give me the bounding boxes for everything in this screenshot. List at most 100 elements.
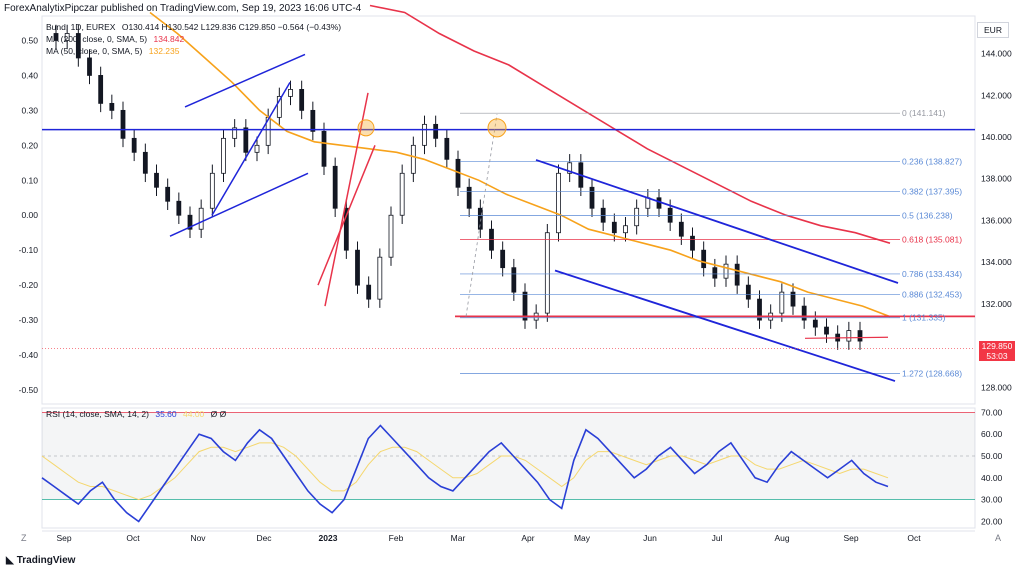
candle-body-11 [176,200,182,216]
candle-body-26 [343,207,349,251]
candle-body-29 [377,256,383,300]
fib-label-1: 0.236 (138.827) [902,156,962,166]
legend-ma200: MA (200, close, 0, SMA, 5) 134.842 [46,34,188,44]
candle-body-42 [522,291,528,321]
candle-body-13 [198,207,204,230]
rsi-extra: Ø Ø [210,409,227,419]
tradingview-logo-icon: ◣ [6,555,14,566]
bar-countdown: 53:03 [986,351,1008,361]
legend-ma50: MA (50, close, 0, SMA, 5) 132.235 [46,46,183,56]
price-tick-2: 140.000 [981,132,1012,142]
candle-body-3 [87,57,92,76]
fib-label-0: 0 (141.141) [902,108,946,118]
left-tick-8: -0.30 [19,315,39,325]
wedge-lower [169,172,309,237]
candle-body-71 [846,330,852,342]
candle-body-7 [131,137,137,153]
candle-body-16 [232,127,238,139]
price-pane-frame [41,15,976,405]
rally-line-a [324,92,369,307]
candle-body-6 [120,109,126,139]
candle-body-63 [757,298,762,321]
price-tick-4: 136.000 [981,215,1012,225]
candle-body-58 [701,249,707,269]
candle-body-60 [723,263,729,279]
candle-body-46 [567,162,573,174]
candle-body-45 [556,172,561,234]
left-tick-7: -0.20 [19,280,39,290]
candle-body-41 [511,267,517,293]
candle-body-33 [422,123,427,146]
candle-body-66 [790,291,796,307]
left-tick-3: 0.20 [21,140,38,150]
rsi-tick-4: 30.00 [981,495,1003,505]
price-tick-3: 138.000 [981,174,1012,184]
rsi-line [41,424,889,523]
candle-body-38 [477,207,483,230]
price-tick-0: 144.000 [981,49,1012,59]
time-tick-6: Mar [451,533,466,543]
candle-body-28 [366,284,372,300]
channel-upper [535,159,899,284]
ma200-label: MA (200, close, 0, SMA, 5) [46,34,148,44]
wedge-breakout [211,82,291,216]
tradingview-logo: ◣ TradingView [6,555,75,566]
candle-body-22 [299,89,305,111]
time-tick-0: Sep [56,533,71,543]
candle-body-14 [209,172,215,209]
time-tick-9: Jun [643,533,657,543]
time-tick-3: Dec [256,533,272,543]
candle-body-20 [276,95,282,118]
brand-name: TradingView [16,555,76,566]
fib-label-4: 0.618 (135.081) [902,235,962,245]
candle-body-2 [75,33,81,59]
time-tick-5: Feb [389,533,404,543]
currency-button[interactable]: EUR [977,22,1009,38]
candle-body-48 [589,186,595,209]
candle-body-35 [444,137,450,160]
candle-body-17 [243,127,249,153]
candle-body-50 [611,221,617,234]
rally-line-b [317,145,376,286]
fib-trend-line [465,113,498,317]
candle-body-56 [678,221,684,237]
candle-body-30 [388,214,394,258]
legend-rsi: RSI (14, close, SMA, 14, 2) 35.60 44.00 … [46,409,230,419]
candle-body-40 [500,249,506,269]
legend-instrument: Bund, 1D, EUREX O130.414 H130.542 L129.8… [46,22,345,32]
channel-lower [554,269,896,382]
fib-label-8: 1.272 (128.668) [902,368,962,378]
time-tick-8: May [574,533,591,543]
candle-body-51 [623,225,628,234]
left-tick-2: 0.30 [21,105,38,115]
minor-support-line [804,336,889,339]
candle-body-37 [466,186,472,209]
last-price-tag: 129.850 53:03 [979,341,1015,361]
ma200-line [369,4,891,244]
time-tick-10: Jul [712,533,723,543]
timezone-button[interactable]: Z [21,533,27,543]
left-tick-4: 0.10 [21,175,38,185]
auto-scale-button[interactable]: A [995,533,1002,543]
candle-body-44 [544,232,550,314]
time-tick-2: Nov [190,533,206,543]
candle-body-5 [109,102,115,111]
candle-body-1 [64,33,70,41]
candle-body-8 [142,151,148,174]
candle-body-18 [254,144,260,153]
candle-body-61 [734,263,740,286]
candle-body-24 [321,130,327,167]
time-tick-4: 2023 [319,533,338,543]
candle-body-34 [433,123,439,139]
candle-body-12 [187,214,193,230]
left-tick-5: 0.00 [21,210,38,220]
rsi-tick-0: 70.00 [981,407,1003,417]
candle-body-23 [310,109,316,132]
candle-body-9 [154,172,159,188]
rsi-value: 35.60 [155,409,177,419]
left-tick-10: -0.50 [19,385,39,395]
publisher-line: ForexAnalytixPipczar published on Tradin… [4,3,362,14]
candle-body-21 [288,89,293,97]
wedge-upper [184,53,306,108]
